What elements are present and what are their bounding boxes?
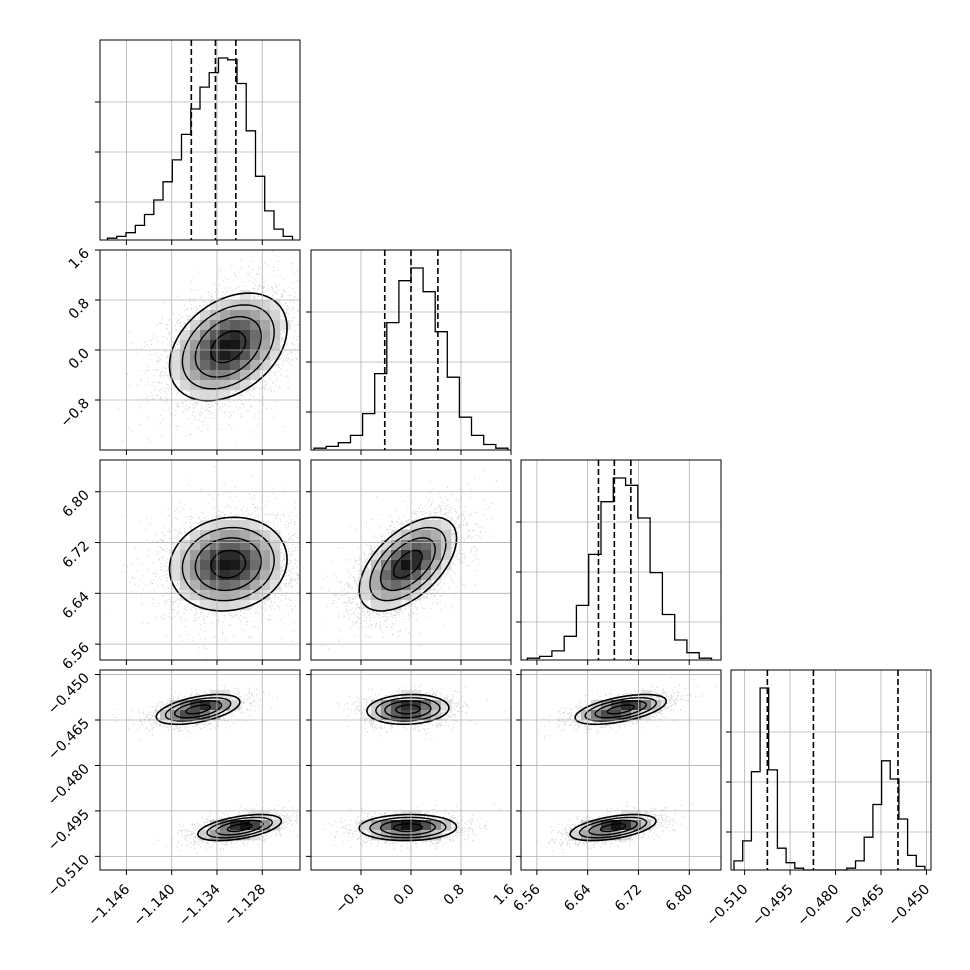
contour-level (215, 819, 264, 836)
scatter-panel-2-3 (536, 676, 717, 854)
contour-outer (155, 693, 241, 726)
scatter-panel-0-2 (109, 466, 300, 660)
x-tick-label: 0.0 (391, 882, 418, 909)
y-tick-label: 0.8 (66, 296, 93, 323)
x-tick-label: 0.8 (441, 882, 468, 909)
histogram-2 (526, 477, 713, 660)
x-tick-label: 6.80 (663, 882, 696, 915)
y-tick-label: −0.465 (45, 716, 93, 764)
axes-layer: −0.8 0.0 0.8 1.6 6.56 6.64 6.72 6.80 −1.146−1.14… (45, 39, 933, 930)
x-tick-label: −1.140 (131, 882, 179, 930)
contour-level (588, 819, 638, 836)
contour-level (369, 816, 447, 839)
contour-level (226, 823, 253, 833)
contour-level (606, 704, 635, 715)
x-tick-label: −0.480 (794, 882, 842, 930)
y-tick-label: 6.64 (59, 589, 92, 622)
x-tick-label: −1.134 (176, 881, 224, 929)
histogram-1 (313, 267, 509, 450)
contour-level (369, 526, 447, 602)
panel-frame-0-0 (99, 39, 301, 241)
x-tick-label: −1.146 (85, 881, 133, 929)
contour-level (173, 700, 223, 719)
marks-layer (106, 40, 926, 871)
panel-frame-2-3 (520, 669, 722, 871)
contour-level (384, 700, 432, 719)
contour-outer (358, 813, 458, 842)
panel-frame-0-3 (99, 669, 301, 871)
panel-frame-3-3 (730, 669, 932, 871)
contour-level (210, 330, 247, 364)
x-tick-label: 6.64 (561, 881, 594, 914)
contour-level (392, 549, 423, 579)
y-tick-label: 6.56 (59, 640, 92, 673)
contour-outer (168, 516, 288, 612)
contour-level (210, 549, 247, 579)
x-tick-label: −0.495 (749, 882, 797, 930)
y-tick-label: 1.6 (66, 245, 93, 272)
contour-level (599, 823, 627, 833)
contour-level (594, 700, 647, 719)
panel-frame-2-2 (520, 459, 722, 661)
y-tick-label: −0.480 (45, 761, 93, 809)
scatter-panel-1-3 (324, 684, 507, 852)
y-tick-label: 0.0 (66, 346, 93, 373)
x-tick-label: 6.72 (612, 882, 645, 915)
histogram-0 (106, 57, 294, 240)
scatter-points (118, 250, 300, 443)
y-tick-label: −0.510 (45, 852, 93, 900)
x-tick-label: −1.128 (221, 882, 269, 930)
scatter-panel-0-1 (118, 250, 300, 443)
grid-layer (100, 40, 931, 870)
y-tick-label: 6.80 (59, 487, 92, 520)
y-tick-label: −0.8 (57, 396, 92, 431)
scatter-panel-1-2 (319, 470, 497, 650)
contour-outer (196, 813, 283, 842)
contour-level (181, 304, 275, 390)
contour-level (185, 704, 211, 715)
scatter-panel-0-3 (112, 684, 300, 854)
x-tick-label: −0.450 (885, 882, 933, 930)
contour-level (194, 316, 263, 378)
contour-level (164, 697, 232, 722)
contour-level (375, 697, 441, 722)
contour-level (379, 819, 436, 836)
y-tick-label: −0.450 (45, 670, 93, 718)
contour-level (181, 526, 275, 602)
panel-frame-0-2 (99, 459, 301, 661)
contour-level (206, 816, 273, 839)
scatter-layer (109, 250, 717, 854)
contour-level (578, 816, 648, 839)
x-tick-label: −0.8 (332, 882, 367, 917)
contour-outer (358, 516, 458, 612)
y-tick-label: −0.495 (45, 806, 93, 854)
contour-outer (168, 292, 288, 402)
x-tick-label: 6.56 (510, 881, 543, 914)
contour-level (392, 823, 423, 833)
y-tick-label: 6.72 (59, 538, 92, 571)
contour-level (379, 537, 436, 592)
scatter-points (112, 684, 300, 854)
x-tick-label: −0.465 (840, 882, 888, 930)
contour-outer (574, 693, 668, 726)
contour-outer (569, 813, 657, 842)
contour-level (395, 704, 421, 715)
x-tick-label: −0.510 (704, 882, 752, 930)
histogram-3 (733, 687, 926, 871)
contour-outer (366, 693, 450, 726)
contour-level (194, 537, 263, 592)
